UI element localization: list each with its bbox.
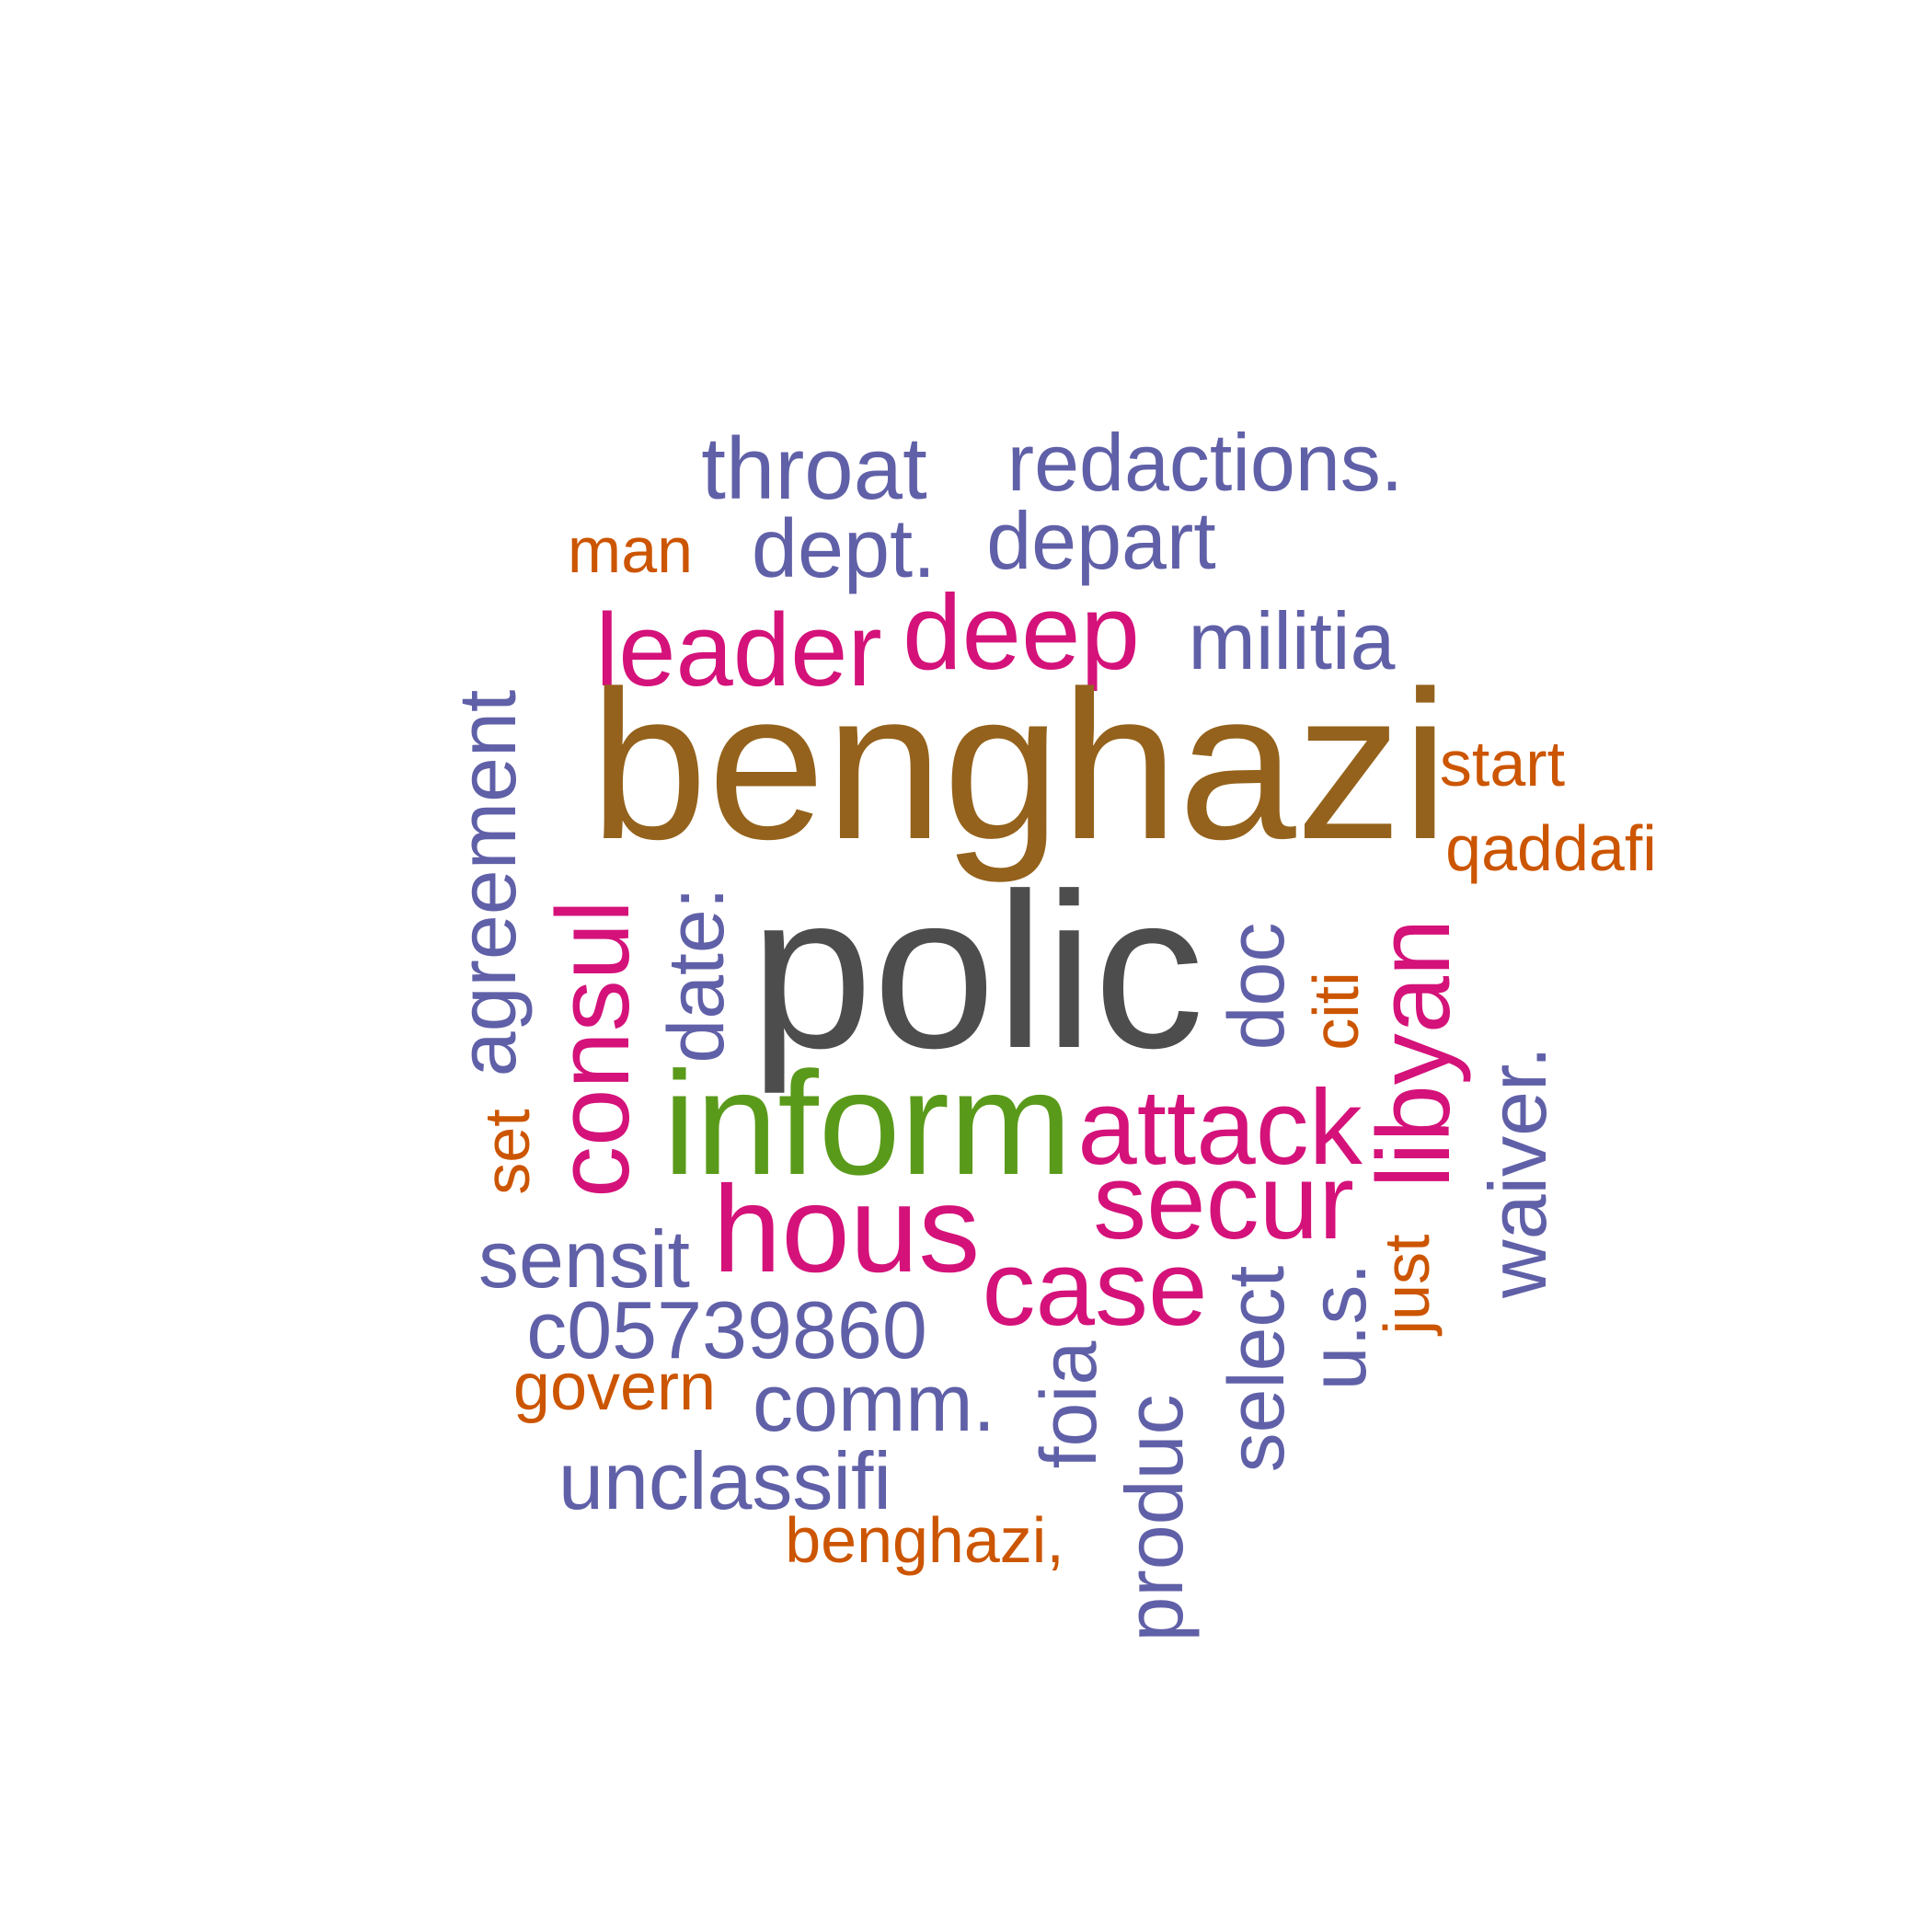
word-benghazi-comma: benghazi,: [785, 1504, 1064, 1576]
word-attack: attack: [1077, 1067, 1363, 1187]
word-sensit: sensit: [478, 1213, 690, 1305]
word-benghazi: benghazi: [590, 647, 1449, 883]
word-govern: govern: [512, 1351, 717, 1424]
word-deep: deep: [902, 572, 1141, 692]
word-c05739860: c05739860: [526, 1284, 927, 1375]
word-foia: foia: [1025, 1340, 1113, 1469]
word-u-s: u.s.: [1294, 1262, 1383, 1391]
word-start: start: [1439, 728, 1566, 799]
word-libyan: libyan: [1356, 918, 1471, 1189]
word-polic: polic: [750, 847, 1204, 1094]
word-depart: depart: [986, 495, 1216, 586]
word-unclassifi: unclassifi: [558, 1435, 891, 1526]
word-throat: throat: [701, 420, 927, 518]
word-just: just: [1371, 1234, 1443, 1335]
word-waiver: waiver.: [1472, 1046, 1563, 1298]
word-qaddafi: qaddafi: [1445, 812, 1657, 884]
word-secur: secur: [1093, 1142, 1354, 1261]
word-case: case: [982, 1228, 1208, 1348]
word-hous: hous: [712, 1161, 981, 1298]
word-militia: militia: [1188, 595, 1396, 686]
word-agreement: agreement: [442, 689, 533, 1077]
word-doc: doc: [1213, 922, 1301, 1051]
word-produc: produc: [1109, 1394, 1200, 1642]
word-man: man: [567, 514, 694, 586]
word-inform: inform: [662, 1041, 1073, 1205]
word-redactions: redactions.: [1006, 417, 1404, 508]
word-date: date:: [652, 887, 741, 1064]
word-comm: comm.: [753, 1357, 995, 1448]
word-select: select: [1213, 1265, 1301, 1473]
word-set: set: [471, 1109, 543, 1195]
word-consul: consul: [535, 900, 650, 1198]
word-dept: dept.: [751, 503, 937, 595]
word-leader: leader: [595, 592, 882, 707]
